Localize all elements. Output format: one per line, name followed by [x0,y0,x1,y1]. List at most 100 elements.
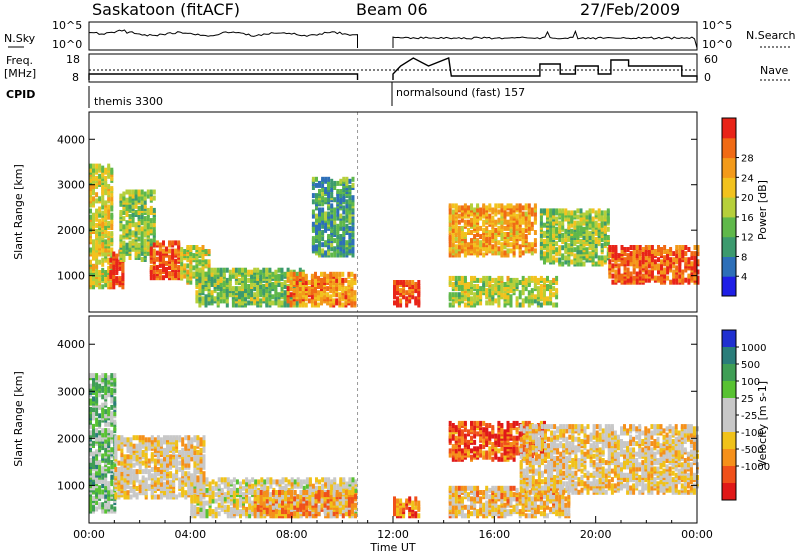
heatmap-cell-9 [488,240,492,246]
heatmap-cell-11 [588,208,592,214]
heatmap-cell-12 [638,255,642,261]
heatmap-cell-1 [175,494,179,500]
heatmap-cell-10 [479,300,483,306]
heatmap-cell-3 [256,504,260,510]
heatmap-cell-11 [582,226,586,232]
heatmap-cell-11 [603,255,607,261]
heatmap-cell-10 [497,275,501,281]
heatmap-cell-11 [561,245,565,251]
heatmap-cell-9 [497,250,501,256]
heatmap-cell-5 [262,273,266,279]
heatmap-cell-12 [693,267,697,273]
heatmap-cell-5 [259,275,263,281]
heatmap-cell-8 [393,280,396,285]
heatmap-cell-4 [192,245,196,250]
heatmap-cell-9 [482,219,486,225]
heatmap-cell-10 [536,277,540,283]
heatmap-cell-8 [399,288,403,294]
heatmap-cell-3 [284,492,288,498]
heatmap-cell-12 [617,273,621,279]
heatmap-cell-9 [476,238,480,244]
heatmap-cell-9 [485,211,489,217]
heatmap-cell-2 [140,257,144,262]
heatmap-cell-11 [585,214,589,220]
heatmap-cell-0 [89,373,92,379]
heatmap-cell-2 [208,509,212,515]
heatmap-cell-4 [186,269,190,275]
heatmap-cell-12 [675,245,679,250]
heatmap-cell-1 [129,494,133,500]
heatmap-cell-3 [253,490,257,495]
heatmap-cell-0 [104,220,108,226]
heatmap-cell-11 [585,228,589,234]
heatmap-cell-0 [95,163,99,169]
heatmap-cell-12 [675,249,679,254]
heatmap-cell-9 [494,203,498,209]
y-tick-label: 4000 [57,133,85,146]
heatmap-cell-1 [156,445,160,451]
heatmap-cell-2 [196,490,200,495]
heatmap-cell-9 [527,242,531,248]
heatmap-cell-0 [107,504,111,510]
heatmap-cell-7 [336,223,340,229]
heatmap-cell-1 [138,435,142,441]
heatmap-cell-1 [187,443,191,449]
heatmap-cell-6 [310,280,314,285]
heatmap-cell-12 [623,247,627,252]
heatmap-cell-0 [104,206,108,212]
heatmap-cell-6 [307,286,311,292]
heatmap-cell-4 [180,265,184,271]
heatmap-cell-9 [524,211,528,217]
heatmap-cell-12 [617,263,621,269]
heatmap-cell-6 [292,300,296,306]
heatmap-cell-6 [323,288,327,294]
heatmap-cell-1 [144,467,148,472]
heatmap-cell-8 [396,296,399,302]
heatmap-cell-11 [561,253,565,259]
heatmap-cell-10 [530,298,534,304]
heatmap-cell-9 [473,242,477,248]
heatmap-cell-9 [527,225,531,231]
heatmap-cell-12 [663,267,667,273]
heatmap-cell-9 [500,227,504,233]
heatmap-cell-11 [564,228,568,234]
heatmap-cell-8 [417,280,421,285]
heatmap-cell-10 [454,286,458,292]
heatmap-cell-0 [113,419,117,425]
heatmap-cell-6 [307,280,311,285]
heatmap-cell-2 [128,224,132,230]
heatmap-cell-2 [251,506,255,512]
heatmap-cell-5 [207,275,211,281]
heatmap-cell-3 [168,265,171,270]
heatmap-cell-5 [210,294,214,300]
heatmap-cell-3 [174,240,178,246]
heatmap-cell-7 [351,176,355,182]
heatmap-cell-2 [128,207,132,213]
heatmap-cell-5 [198,267,202,273]
heatmap-cell-12 [660,247,663,252]
heatmap-cell-1 [159,477,163,483]
heatmap-cell-9 [518,244,522,250]
heatmap-cell-3 [290,490,294,495]
heatmap-cell-0 [98,231,102,237]
heatmap-cell-10 [555,280,559,285]
heatmap-cell-5 [256,273,260,279]
heatmap-cell-9 [470,244,473,250]
heatmap-cell-2 [214,485,218,491]
heatmap-cell-2 [131,189,135,195]
heatmap-cell-11 [564,243,568,249]
heatmap-cell-3 [274,490,278,495]
heatmap-cell-11 [579,257,583,263]
heatmap-cell-1 [144,477,148,483]
heatmap-cell-3 [165,273,168,279]
heatmap-cell-0 [104,180,108,185]
heatmap-cell-1 [120,479,124,485]
heatmap-cell-12 [657,257,660,263]
heatmap-cell-10 [491,284,495,289]
heatmap-cell-7 [315,193,318,199]
heatmap-cell-10 [488,275,492,281]
heatmap-cell-10 [509,277,513,283]
heatmap-cell-1 [135,492,139,498]
heatmap-cell-11 [597,239,601,244]
heatmap-cell-0 [110,212,114,218]
